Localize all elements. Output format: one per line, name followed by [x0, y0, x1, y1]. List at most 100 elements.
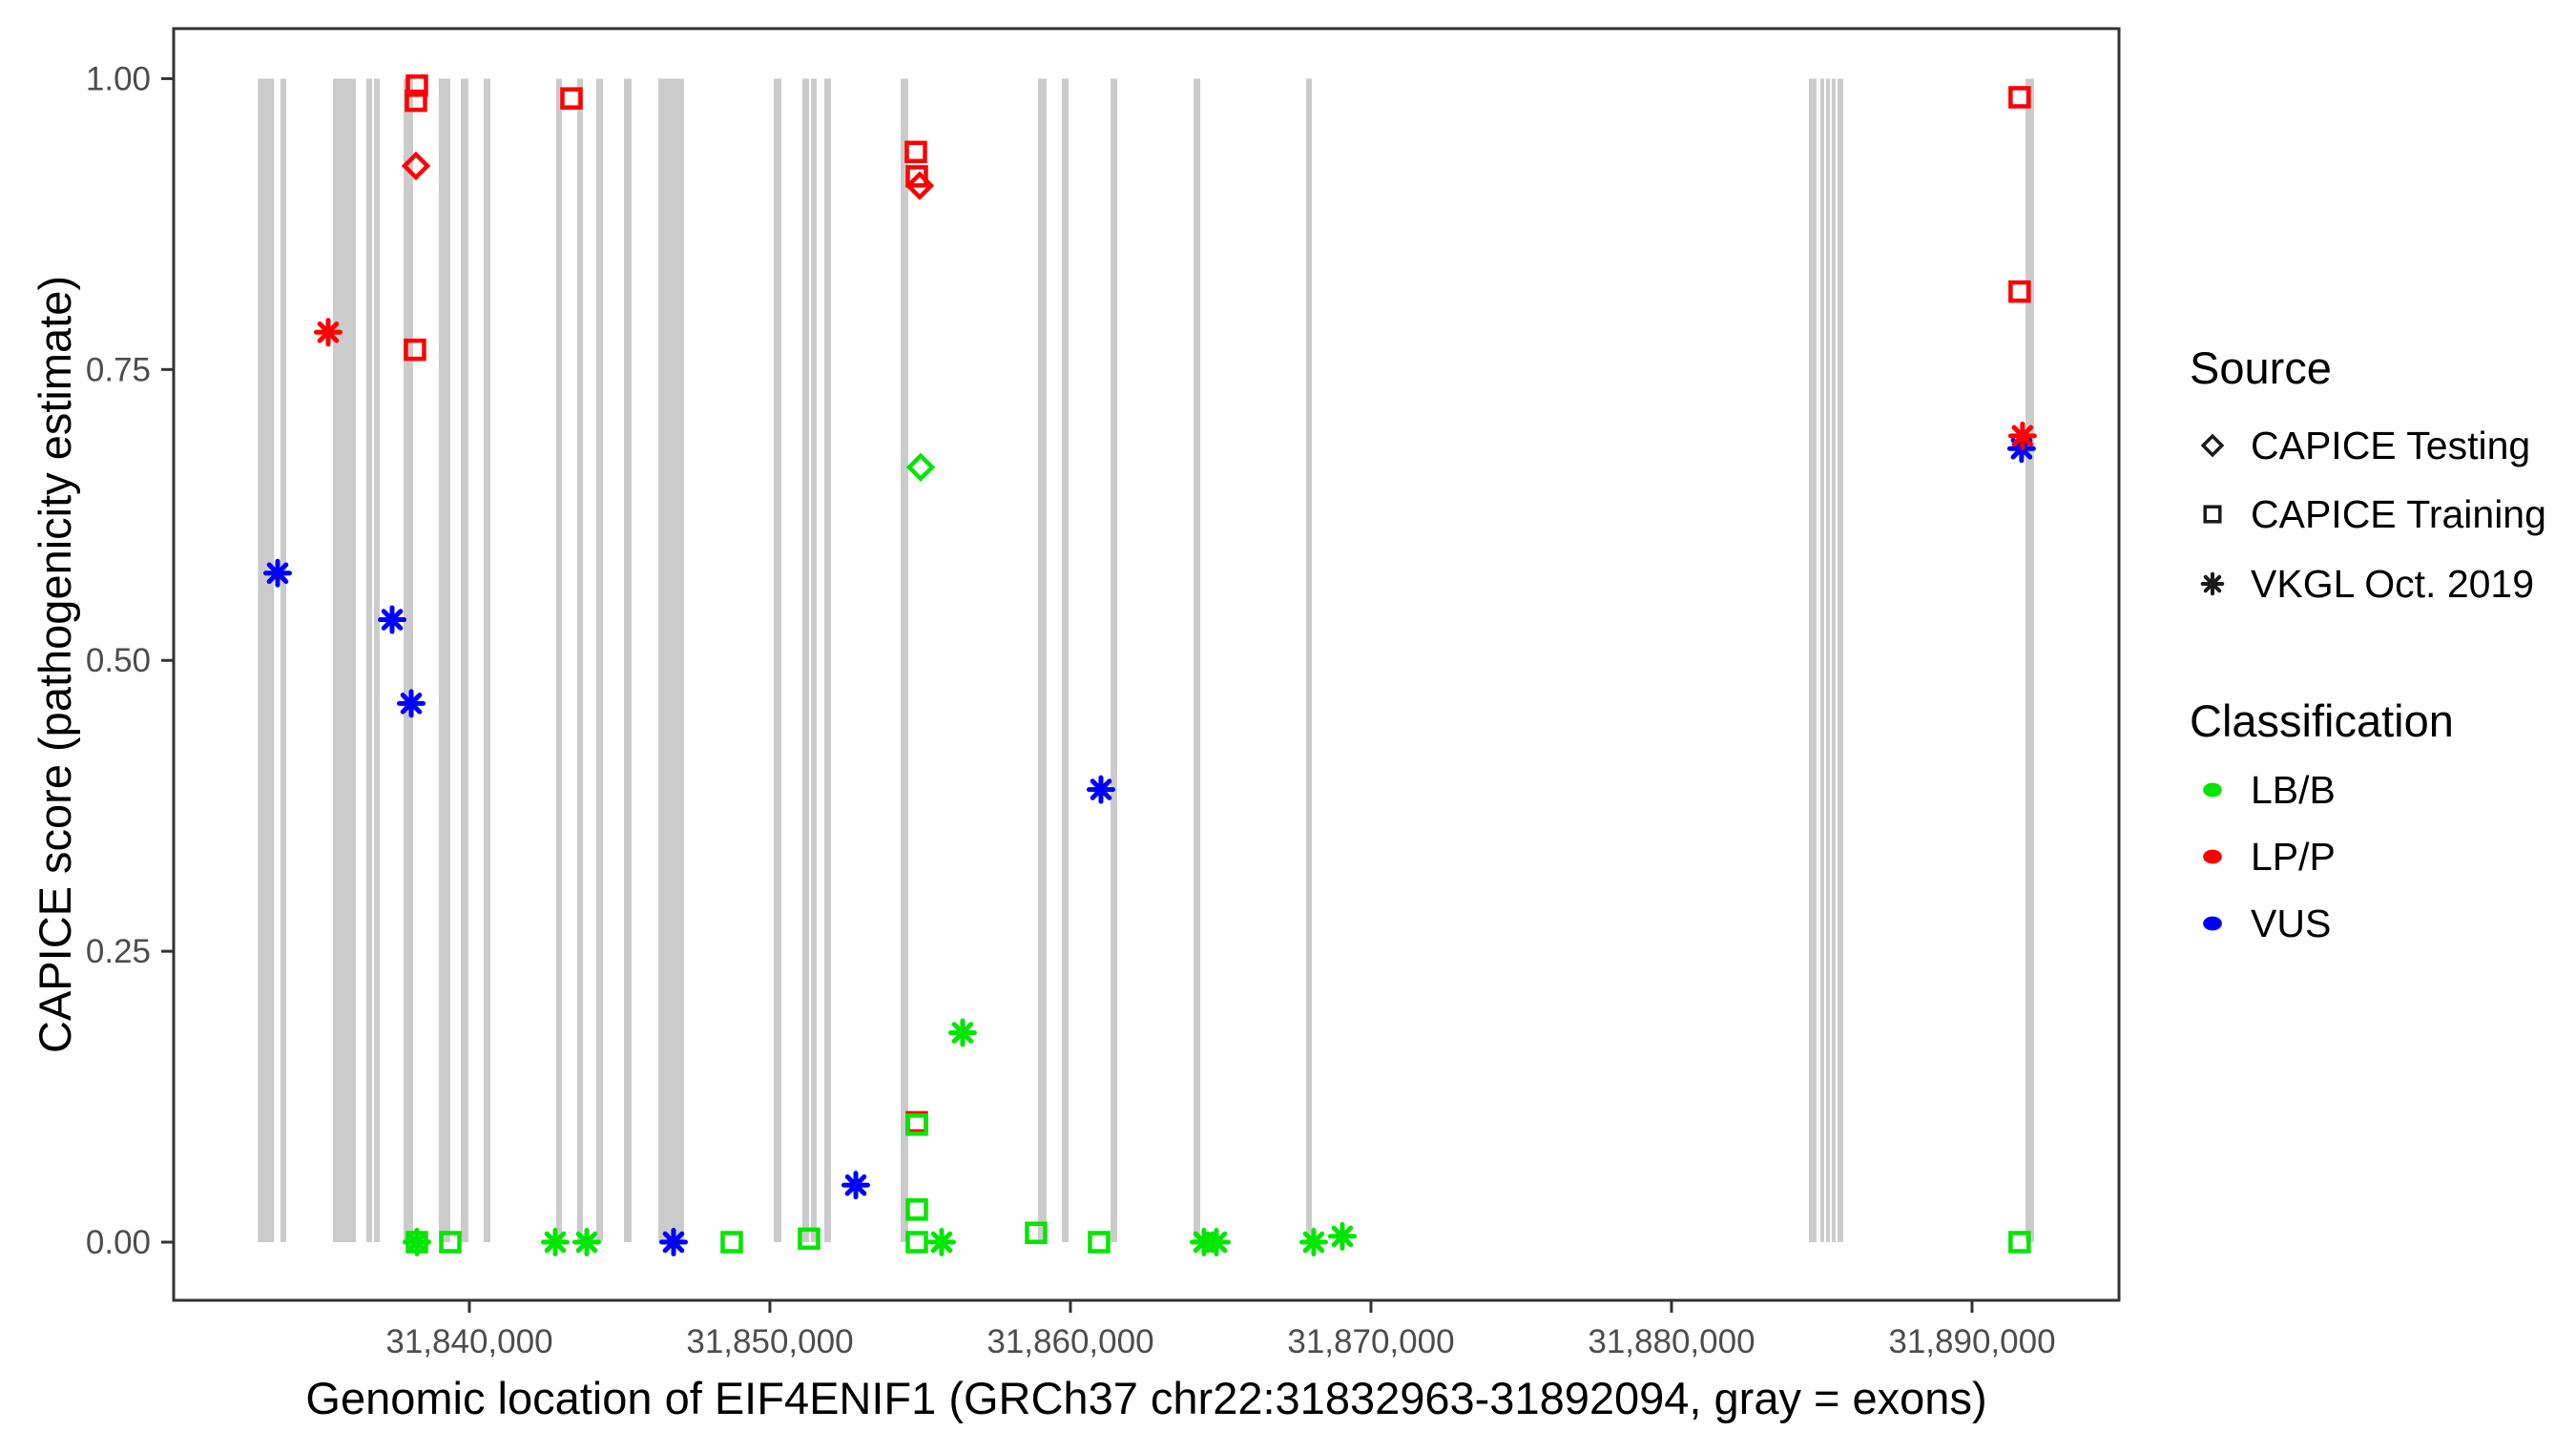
- data-point: [658, 1228, 688, 1257]
- exon-bar: [373, 78, 380, 1243]
- x-tick-label: 31,880,000: [1588, 1323, 1755, 1360]
- y-axis-title: CAPICE score (pathogenicity estimate): [30, 276, 80, 1053]
- exon-bar: [623, 78, 632, 1243]
- data-point: [926, 1228, 956, 1257]
- y-tick-label: 1.00: [86, 60, 151, 97]
- y-tick-label: 0.25: [86, 933, 151, 970]
- exon-bar: [332, 78, 356, 1243]
- exon-bar: [900, 78, 908, 1243]
- blue-dot-icon: [2203, 916, 2222, 931]
- asterisk-icon: [2200, 571, 2225, 596]
- x-tick-label: 31,840,000: [385, 1323, 552, 1360]
- data-point: [401, 151, 431, 181]
- legend-item-label: LP/P: [2251, 834, 2336, 879]
- red-dot-icon: [2203, 849, 2222, 864]
- data-point: [905, 165, 928, 188]
- data-point: [1088, 1231, 1111, 1254]
- exon-bar: [258, 78, 275, 1243]
- exon-bar: [1037, 78, 1047, 1243]
- data-point: [405, 74, 428, 97]
- legend-classification-title: Classification: [2190, 695, 2454, 746]
- legend-item-vkgl: VKGL Oct. 2019: [2190, 555, 2534, 612]
- green-dot-icon: [2203, 782, 2222, 798]
- data-point: [1327, 1221, 1357, 1251]
- exon-bar: [1837, 78, 1843, 1243]
- x-tick-label: 31,850,000: [686, 1323, 853, 1360]
- data-point: [402, 1228, 431, 1257]
- legend-item-lbb: LB/B: [2190, 761, 2336, 819]
- data-point: [904, 171, 935, 200]
- exon-bar: [280, 78, 286, 1243]
- exon-bar: [483, 78, 490, 1243]
- data-point: [841, 1171, 870, 1200]
- y-tick-label: 0.75: [86, 351, 151, 388]
- data-point: [1298, 1228, 1328, 1257]
- legend-item-label: CAPICE Testing: [2251, 423, 2531, 467]
- data-point: [378, 605, 407, 634]
- legend-item-label: VUS: [2251, 901, 2332, 945]
- exon-bar: [1808, 78, 1817, 1243]
- exon-bar: [576, 78, 583, 1243]
- data-point: [904, 140, 927, 164]
- exon-bar: [1831, 78, 1836, 1243]
- exon-bar: [1819, 78, 1824, 1243]
- data-point: [905, 1113, 928, 1136]
- data-point: [540, 1228, 570, 1257]
- legend-item-label: LB/B: [2251, 767, 2336, 812]
- exon-bar: [555, 78, 562, 1243]
- data-point: [439, 1231, 462, 1254]
- data-point: [1086, 775, 1115, 804]
- data-point: [1025, 1221, 1048, 1245]
- data-point: [404, 338, 426, 362]
- square-icon: [2203, 505, 2222, 524]
- exon-bar: [823, 78, 831, 1243]
- exon-bar: [657, 78, 684, 1243]
- data-point: [947, 1018, 977, 1047]
- data-point: [571, 1228, 601, 1257]
- data-point: [560, 87, 583, 110]
- data-point: [2008, 86, 2031, 109]
- exon-bar: [365, 78, 372, 1243]
- panel-border: [172, 27, 2121, 1302]
- data-point: [798, 1227, 821, 1251]
- exon-bar: [438, 78, 450, 1243]
- exon-bar: [1305, 78, 1312, 1243]
- x-axis-title: Genomic location of EIF4ENIF1 (GRCh37 ch…: [305, 1373, 1987, 1423]
- exon-bar: [1193, 78, 1200, 1243]
- legend-item-capice-testing: CAPICE Testing: [2190, 417, 2530, 474]
- x-tick-label: 31,870,000: [1287, 1323, 1454, 1360]
- exon-bar: [1825, 78, 1830, 1243]
- exon-bar: [773, 78, 781, 1243]
- exon-bar: [1061, 78, 1069, 1243]
- data-point: [720, 1231, 743, 1254]
- x-tick-label: 31,890,000: [1888, 1323, 2055, 1360]
- exon-bar: [595, 78, 603, 1243]
- legend-item-label: CAPICE Training: [2251, 491, 2546, 536]
- legend-item-label: VKGL Oct. 2019: [2251, 561, 2535, 606]
- data-point: [2008, 280, 2031, 303]
- data-point: [2007, 421, 2037, 450]
- data-point: [1201, 1228, 1231, 1257]
- y-tick-label: 0.00: [86, 1224, 151, 1261]
- legend-item-capice-training: CAPICE Training: [2190, 486, 2546, 543]
- data-point: [2008, 1231, 2031, 1254]
- data-point: [262, 558, 292, 588]
- legend-item-lpp: LP/P: [2190, 828, 2336, 885]
- exon-bar: [1110, 78, 1117, 1243]
- exon-bar: [403, 78, 413, 1243]
- legend-source-title: Source: [2190, 342, 2332, 393]
- x-tick-label: 31,860,000: [987, 1323, 1153, 1360]
- data-point: [905, 1231, 928, 1254]
- exon-bar: [2025, 78, 2034, 1243]
- exon-bar: [801, 78, 809, 1243]
- diamond-icon: [2200, 433, 2225, 458]
- data-point: [905, 452, 936, 482]
- data-point: [405, 89, 427, 113]
- exon-bar: [460, 78, 468, 1243]
- exon-bar: [810, 78, 817, 1243]
- data-point: [905, 1198, 928, 1221]
- legend-item-vus: VUS: [2190, 895, 2331, 952]
- data-point: [314, 318, 343, 347]
